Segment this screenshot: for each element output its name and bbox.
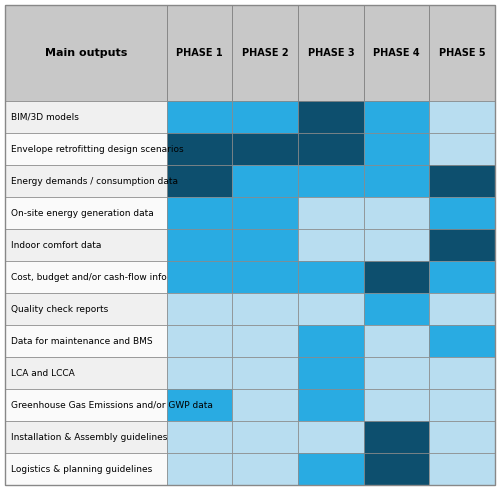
Text: Data for maintenance and BMS: Data for maintenance and BMS: [11, 337, 152, 345]
Text: Installation & Assembly guidelines: Installation & Assembly guidelines: [11, 433, 168, 441]
Bar: [166, 5, 232, 101]
Bar: [364, 133, 430, 165]
Text: PHASE 4: PHASE 4: [373, 48, 420, 58]
Bar: [298, 5, 364, 101]
Text: PHASE 1: PHASE 1: [176, 48, 223, 58]
Bar: [166, 453, 232, 485]
Text: PHASE 5: PHASE 5: [439, 48, 486, 58]
Bar: [364, 453, 430, 485]
Bar: [430, 101, 495, 133]
Bar: [5, 5, 166, 101]
Bar: [430, 229, 495, 261]
Bar: [166, 101, 232, 133]
Bar: [298, 421, 364, 453]
Text: LCA and LCCA: LCA and LCCA: [11, 368, 75, 377]
Bar: [5, 325, 166, 357]
Bar: [166, 229, 232, 261]
Bar: [364, 165, 430, 197]
Bar: [364, 421, 430, 453]
Bar: [232, 389, 298, 421]
Bar: [166, 389, 232, 421]
Text: Greenhouse Gas Emissions and/or GWP data: Greenhouse Gas Emissions and/or GWP data: [11, 400, 213, 410]
Text: Main outputs: Main outputs: [44, 48, 127, 58]
Bar: [5, 357, 166, 389]
Bar: [298, 133, 364, 165]
Bar: [298, 229, 364, 261]
Bar: [166, 325, 232, 357]
Bar: [232, 453, 298, 485]
Bar: [364, 101, 430, 133]
Bar: [364, 293, 430, 325]
Bar: [232, 5, 298, 101]
Bar: [5, 421, 166, 453]
Bar: [298, 293, 364, 325]
Bar: [166, 133, 232, 165]
Bar: [166, 421, 232, 453]
Bar: [5, 165, 166, 197]
Bar: [298, 101, 364, 133]
Bar: [364, 389, 430, 421]
Bar: [430, 325, 495, 357]
Bar: [232, 421, 298, 453]
Bar: [232, 133, 298, 165]
Text: Cost, budget and/or cash-flow info: Cost, budget and/or cash-flow info: [11, 272, 167, 281]
Bar: [430, 261, 495, 293]
Bar: [5, 197, 166, 229]
Bar: [232, 101, 298, 133]
Bar: [298, 165, 364, 197]
Text: PHASE 3: PHASE 3: [308, 48, 354, 58]
Bar: [232, 261, 298, 293]
Bar: [430, 197, 495, 229]
Bar: [5, 453, 166, 485]
Bar: [364, 229, 430, 261]
Bar: [430, 421, 495, 453]
Bar: [232, 293, 298, 325]
Bar: [232, 325, 298, 357]
Text: Quality check reports: Quality check reports: [11, 304, 108, 314]
Bar: [430, 389, 495, 421]
Bar: [364, 357, 430, 389]
Bar: [298, 197, 364, 229]
Bar: [298, 325, 364, 357]
Bar: [5, 261, 166, 293]
Bar: [298, 357, 364, 389]
Text: Logistics & planning guidelines: Logistics & planning guidelines: [11, 465, 152, 473]
Bar: [364, 325, 430, 357]
Bar: [166, 261, 232, 293]
Bar: [364, 261, 430, 293]
Bar: [364, 5, 430, 101]
Bar: [166, 197, 232, 229]
Bar: [430, 133, 495, 165]
Text: PHASE 2: PHASE 2: [242, 48, 288, 58]
Bar: [298, 389, 364, 421]
Bar: [298, 453, 364, 485]
Bar: [166, 357, 232, 389]
Bar: [430, 165, 495, 197]
Bar: [5, 133, 166, 165]
Bar: [5, 101, 166, 133]
Bar: [430, 293, 495, 325]
Bar: [232, 165, 298, 197]
Bar: [232, 197, 298, 229]
Bar: [5, 293, 166, 325]
Bar: [232, 357, 298, 389]
Bar: [5, 229, 166, 261]
Bar: [166, 165, 232, 197]
Text: BIM/3D models: BIM/3D models: [11, 113, 79, 122]
Bar: [232, 229, 298, 261]
Bar: [430, 357, 495, 389]
Text: Envelope retrofitting design scenarios: Envelope retrofitting design scenarios: [11, 145, 184, 153]
Bar: [364, 197, 430, 229]
Bar: [430, 5, 495, 101]
Text: Energy demands / consumption data: Energy demands / consumption data: [11, 176, 178, 186]
Bar: [298, 261, 364, 293]
Text: Indoor comfort data: Indoor comfort data: [11, 241, 102, 249]
Text: On-site energy generation data: On-site energy generation data: [11, 209, 154, 218]
Bar: [5, 389, 166, 421]
Bar: [166, 293, 232, 325]
Bar: [430, 453, 495, 485]
